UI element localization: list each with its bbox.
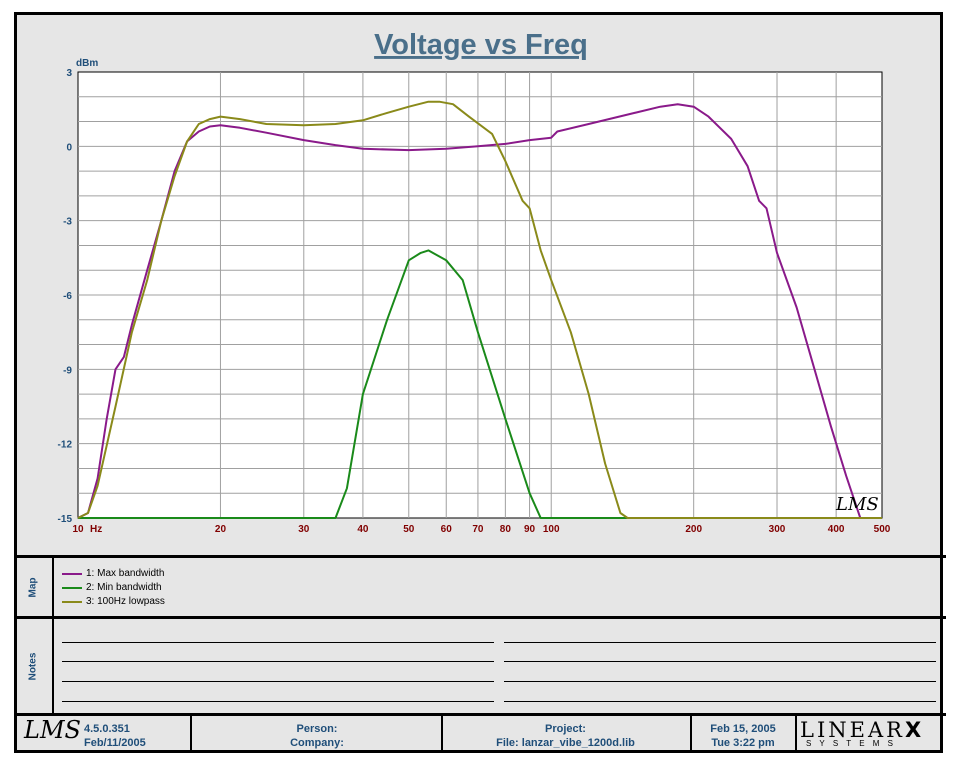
footer-separator [190, 716, 192, 753]
note-line [62, 642, 494, 643]
x-tick-label: 40 [357, 524, 369, 535]
y-axis-ticks: 3 0 -3 -6 -9 -12 -15 [58, 68, 73, 525]
y-tick-label: -12 [58, 440, 73, 451]
note-line [504, 701, 936, 702]
grid-horizontal [78, 96, 882, 494]
x-tick-label: 80 [500, 524, 512, 535]
note-line [504, 661, 936, 662]
x-tick-label: 20 [215, 524, 227, 535]
x-axis-unit: Hz [90, 524, 102, 535]
version-number: 4.5.0.351 [84, 723, 130, 735]
note-line [62, 661, 494, 662]
project-label: Project: [545, 723, 586, 735]
notes-side-label: Notes [27, 652, 39, 680]
y-tick-label: -6 [63, 291, 72, 302]
note-line [62, 681, 494, 682]
person-label: Person: [296, 723, 338, 735]
footer-date-block: Feb 15, 2005 Tue 3:22 pm [692, 722, 794, 750]
legend-swatch [62, 586, 82, 589]
side-label-separator [52, 558, 54, 713]
brand-x: X [904, 718, 925, 742]
y-axis-label: dBm [76, 58, 98, 69]
series-line-3 [77, 100, 882, 519]
x-tick-label: 50 [403, 524, 415, 535]
x-tick-label: 30 [298, 524, 310, 535]
x-tick-label: 10 [72, 524, 84, 535]
divider-chart-map [14, 555, 946, 558]
y-tick-label: -15 [58, 514, 73, 525]
x-tick-label: 300 [769, 524, 786, 535]
x-tick-label: 200 [685, 524, 702, 535]
print-date: Feb 15, 2005 [710, 723, 776, 735]
note-line [504, 681, 936, 682]
footer-project-block: Project: File: lanzar_vibe_1200d.lib [443, 722, 688, 750]
y-tick-label: -9 [63, 365, 72, 376]
lms-watermark: LMS [835, 494, 879, 515]
x-tick-label: 70 [472, 524, 484, 535]
y-tick-label: 3 [66, 68, 72, 79]
x-tick-label: 100 [543, 524, 560, 535]
series-line-2 [78, 249, 882, 519]
footer-version-block: 4.5.0.351 Feb/11/2005 [84, 722, 146, 750]
legend-label: 1: Max bandwidth [86, 568, 165, 579]
brand-text: LINEAR [800, 718, 905, 742]
legend-item-min-bandwidth[interactable]: 2: Min bandwidth [62, 582, 162, 593]
note-line [62, 701, 494, 702]
version-date: Feb/11/2005 [84, 737, 146, 749]
footer-logo: LMS [24, 716, 81, 744]
company-label: Company: [290, 737, 344, 749]
file-name: File: lanzar_vibe_1200d.lib [496, 737, 635, 749]
x-tick-label: 90 [524, 524, 536, 535]
legend-item-100hz-lowpass[interactable]: 3: 100Hz lowpass [62, 596, 165, 607]
chart: Voltage vs Freq 10 20 30 40 50 60 70 80 90 100 200… [58, 29, 891, 535]
x-tick-label: 60 [441, 524, 453, 535]
note-line [504, 642, 936, 643]
divider-notes-footer [14, 713, 946, 716]
x-axis-ticks: 10 20 30 40 50 60 70 80 90 100 200 300 400 500 [72, 524, 890, 535]
legend-label: 2: Min bandwidth [86, 582, 162, 593]
y-tick-label: -3 [63, 217, 72, 228]
x-tick-label: 400 [828, 524, 845, 535]
footer-separator [441, 716, 443, 753]
divider-map-notes [14, 616, 946, 619]
legend-swatch [62, 600, 82, 603]
chart-title: Voltage vs Freq [374, 29, 588, 61]
linearx-subtitle: S Y S T E M S [806, 739, 896, 748]
footer-separator [795, 716, 797, 753]
footer-person-block: Person: Company: [192, 722, 442, 750]
map-side-label: Map [27, 577, 39, 597]
x-tick-label: 500 [874, 524, 891, 535]
legend-label: 3: 100Hz lowpass [86, 596, 165, 607]
legend-swatch [62, 572, 82, 575]
footer-separator [690, 716, 692, 753]
linearx-brand: LINEARX [800, 718, 940, 742]
series-line-1 [77, 103, 862, 519]
legend-item-max-bandwidth[interactable]: 1: Max bandwidth [62, 568, 164, 579]
print-time: Tue 3:22 pm [711, 737, 775, 749]
series-lines [77, 100, 882, 519]
y-tick-label: 0 [66, 142, 72, 153]
